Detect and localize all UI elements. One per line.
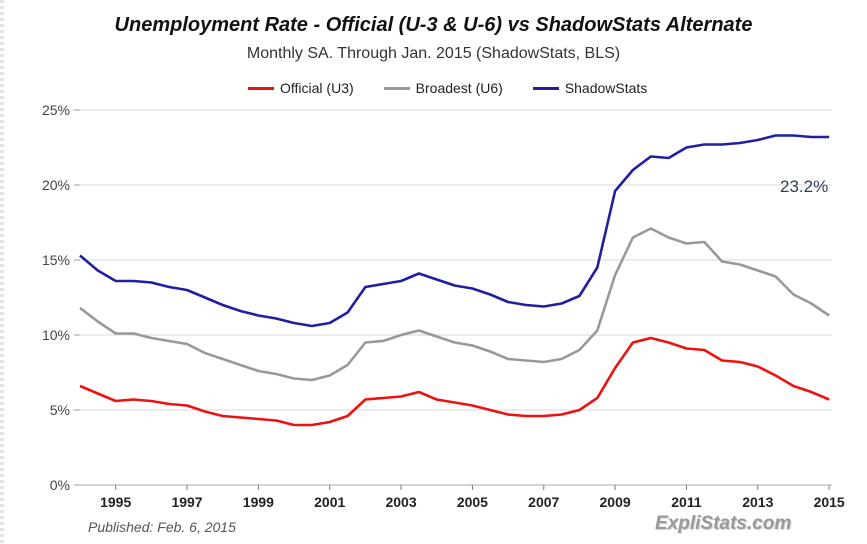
published-date: Published: Feb. 6, 2015: [88, 519, 236, 535]
chart-subtitle: Monthly SA. Through Jan. 2015 (ShadowSta…: [246, 45, 621, 62]
latest-value-annotation: 23.2%: [780, 177, 828, 196]
chart-title: Unemployment Rate - Official (U-3 & U-6)…: [114, 14, 753, 36]
x-tick-label: 1999: [243, 494, 274, 510]
x-tick-label: 1997: [171, 494, 202, 510]
chart-legend: Official (U3) Broadest (U6) ShadowStats: [248, 78, 677, 98]
x-tick-label: 2009: [600, 494, 631, 510]
x-tick-label: 2013: [742, 494, 773, 510]
series-line-broadest-u6: [79, 227, 830, 382]
left-dashed-border: [0, 0, 4, 544]
y-tick-label: 25%: [42, 102, 70, 118]
series-line-shadowstats: [79, 134, 830, 328]
gridlines: [80, 109, 832, 411]
tick-labels: 0% 5% 10% 15% 20% 25% 1995 1997 1999 2001 2003 2005…: [42, 102, 845, 510]
y-tick-label: 0%: [50, 477, 70, 493]
series-lines: [79, 134, 830, 427]
x-tick-label: 2007: [528, 494, 559, 510]
y-tick-label: 15%: [42, 252, 70, 268]
legend-item: ShadowStats: [532, 80, 648, 96]
y-tick-label: 10%: [42, 327, 70, 343]
x-tick-label: 2003: [385, 494, 416, 510]
legend-swatch: [532, 86, 559, 90]
brand-logo: ExpliStats.com: [655, 513, 792, 534]
legend-item: Broadest (U6): [383, 80, 503, 96]
y-tick-label: 5%: [50, 402, 70, 418]
x-tick-label: 2011: [671, 494, 702, 510]
x-tick-label: 2005: [457, 494, 488, 510]
x-tick-label: 1995: [100, 494, 131, 510]
legend-swatch: [248, 86, 274, 90]
y-tick-label: 20%: [42, 177, 70, 193]
legend-item: Official (U3): [248, 80, 354, 96]
series-line-official-u3: [79, 336, 830, 427]
axes: [74, 109, 832, 490]
legend-swatch: [383, 86, 410, 90]
x-tick-label: 2001: [314, 494, 345, 510]
legend-label: Broadest (U6): [415, 80, 503, 96]
legend-label: ShadowStats: [564, 80, 648, 96]
legend-label: Official (U3): [280, 80, 354, 96]
x-tick-label: 2015: [814, 494, 845, 510]
